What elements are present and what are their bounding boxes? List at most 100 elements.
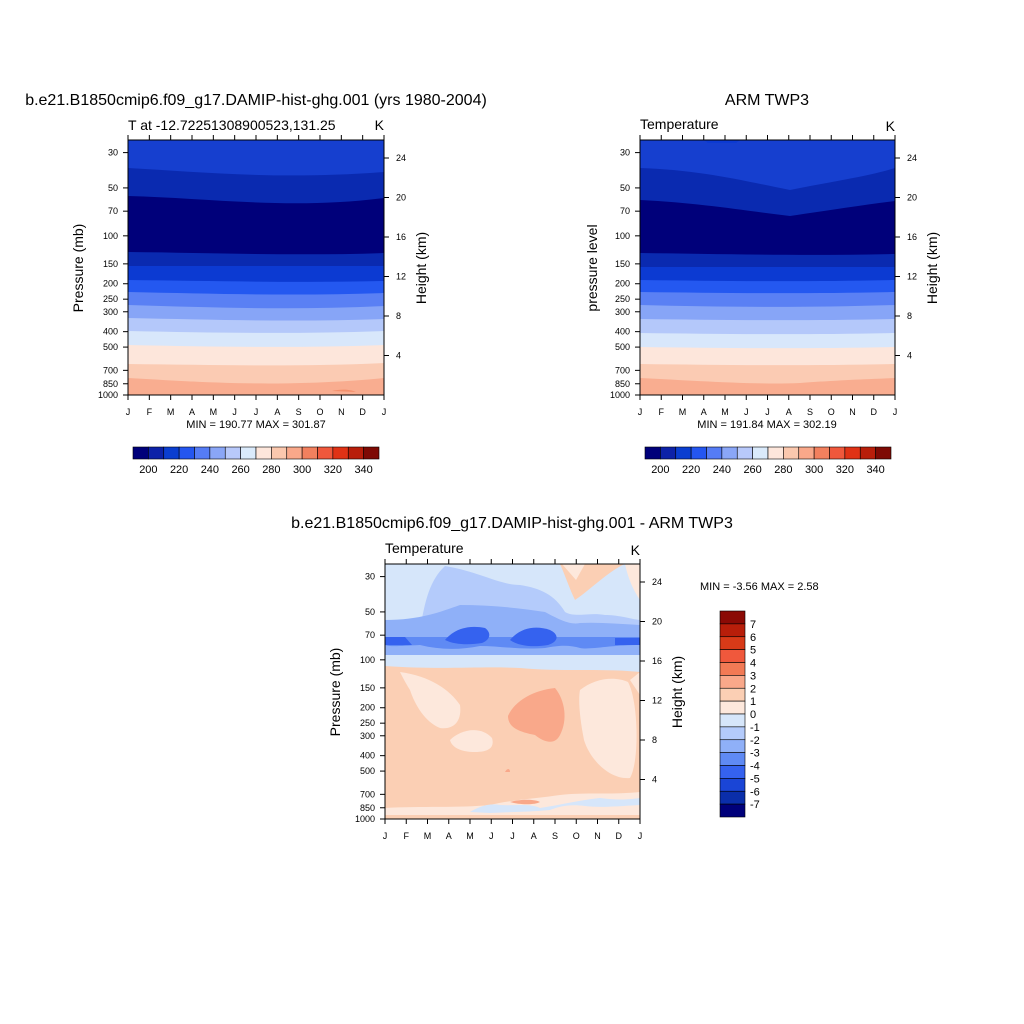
colorbar-swatch <box>347 446 364 460</box>
min-max-stats: MIN = 191.84 MAX = 302.19 <box>697 419 836 431</box>
diff-warm-1 <box>400 672 461 729</box>
colorbar-label: 200 <box>651 464 669 476</box>
panel-variable-label: T at -12.72251308900523,131.25 <box>128 117 336 133</box>
colorbar-swatch <box>719 662 746 676</box>
colorbar-label: 1 <box>750 696 756 708</box>
y-tick-label: 150 <box>103 259 118 269</box>
y-tick-label: 200 <box>615 279 630 289</box>
colorbar-swatch <box>719 739 746 753</box>
colorbar-swatch <box>719 752 746 766</box>
y-tick-label: 700 <box>360 789 375 799</box>
y-axis-height: 4 8 12 16 20 24 <box>895 153 917 360</box>
colorbar-label: 320 <box>836 464 854 476</box>
contour-field <box>385 564 640 819</box>
colorbar-label: 0 <box>750 709 756 721</box>
x-tick-label: M <box>167 407 175 417</box>
colorbar-swatch <box>660 446 677 460</box>
colorbar-label: 300 <box>805 464 823 476</box>
y-axis-height: 4 8 12 16 20 24 <box>640 577 662 784</box>
contour-field <box>128 140 384 395</box>
x-tick-label: J <box>489 831 494 841</box>
y-tick-label: 400 <box>615 327 630 337</box>
panel-units-label: K <box>886 118 896 134</box>
colorbar-label: -2 <box>750 735 760 747</box>
colorbar-label: 2 <box>750 683 756 695</box>
y-axis-label: Pressure (mb) <box>70 224 86 313</box>
x-tick-label: J <box>744 407 749 417</box>
colorbar: 200 220 240 260 280 300 320 340 <box>644 446 892 476</box>
x-tick-label: F <box>659 407 665 417</box>
height-tick-label: 16 <box>652 656 662 666</box>
x-tick-label: M <box>466 831 474 841</box>
colorbar-swatch <box>148 446 165 460</box>
colorbar-swatch <box>301 446 318 460</box>
x-tick-label: N <box>594 831 601 841</box>
colorbar-swatch <box>798 446 815 460</box>
diff-warm-2 <box>450 730 493 752</box>
y-tick-label: 200 <box>360 703 375 713</box>
x-tick-label: F <box>147 407 153 417</box>
x-tick-label: D <box>871 407 878 417</box>
panel-title: b.e21.B1850cmip6.f09_g17.DAMIP-hist-ghg.… <box>25 92 487 109</box>
colorbar-swatch <box>859 446 876 460</box>
colorbar-swatch <box>783 446 800 460</box>
colorbar-swatch <box>719 765 746 779</box>
y-tick-label: 700 <box>615 365 630 375</box>
x-tick-label: O <box>828 407 835 417</box>
y-tick-label: 100 <box>360 655 375 665</box>
colorbar: 200 220 240 260 280 300 320 340 <box>132 446 380 476</box>
colorbar-swatch <box>736 446 753 460</box>
panel-variable-label: Temperature <box>385 540 464 556</box>
panel-observations: ARM TWP3 Temperature K J F M A M J J A S O N D J 30 5… <box>584 92 940 476</box>
band-surface-patch <box>332 389 356 392</box>
x-tick-label: J <box>383 831 388 841</box>
x-tick-label: N <box>338 407 345 417</box>
colorbar-swatch <box>240 446 257 460</box>
height-tick-label: 16 <box>907 232 917 242</box>
diff-bottom-dot <box>510 799 540 805</box>
diff-blob-3 <box>385 637 412 645</box>
y-tick-label: 400 <box>360 751 375 761</box>
y-tick-label: 250 <box>103 294 118 304</box>
height-tick-label: 20 <box>652 616 662 626</box>
y-tick-label: 30 <box>365 572 375 582</box>
colorbar-swatch <box>721 446 738 460</box>
colorbar-label: 3 <box>750 670 756 682</box>
colorbar-label: 260 <box>231 464 249 476</box>
colorbar-swatch <box>178 446 195 460</box>
y-tick-label: 30 <box>108 148 118 158</box>
x-tick-label: O <box>316 407 323 417</box>
y-tick-label: 850 <box>360 803 375 813</box>
x-tick-label: J <box>638 407 643 417</box>
y-tick-label: 850 <box>615 379 630 389</box>
colorbar-swatch <box>644 446 661 460</box>
x-tick-label: J <box>510 831 515 841</box>
height-tick-label: 4 <box>652 774 657 784</box>
colorbar-label: 340 <box>354 464 372 476</box>
y-axis-label: Pressure (mb) <box>327 648 343 737</box>
y-tick-label: 1000 <box>355 814 375 824</box>
y-tick-label: 1000 <box>610 390 630 400</box>
x-tick-label: M <box>679 407 687 417</box>
x-tick-label: J <box>382 407 387 417</box>
y-tick-label: 400 <box>103 327 118 337</box>
colorbar-label: 280 <box>774 464 792 476</box>
colorbar-swatch <box>752 446 769 460</box>
height-tick-label: 12 <box>907 271 917 281</box>
colorbar-swatch <box>690 446 707 460</box>
diff-hot-2 <box>505 769 510 772</box>
y-tick-label: 70 <box>108 206 118 216</box>
x-tick-label: J <box>765 407 770 417</box>
colorbar-swatch <box>194 446 211 460</box>
y-tick-label: 500 <box>615 342 630 352</box>
y-tick-label: 150 <box>615 259 630 269</box>
colorbar-label: 260 <box>743 464 761 476</box>
colorbar-swatch <box>363 446 380 460</box>
colorbar-label: 300 <box>293 464 311 476</box>
height-tick-label: 4 <box>396 350 401 360</box>
colorbar-swatch <box>719 623 746 638</box>
height-tick-label: 24 <box>396 153 406 163</box>
y-tick-label: 30 <box>620 148 630 158</box>
y-tick-label: 250 <box>615 294 630 304</box>
colorbar-swatch <box>875 446 892 460</box>
